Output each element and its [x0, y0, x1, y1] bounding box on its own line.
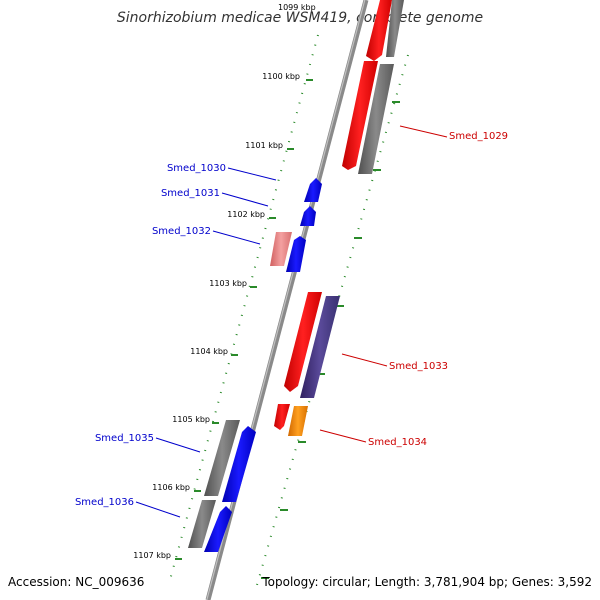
accession-text: Accession: NC_009636: [8, 575, 144, 589]
gene-feature-grey: [358, 64, 394, 174]
label-connector: [212, 230, 261, 245]
label-connector: [341, 353, 388, 367]
kbp-label: 1100 kbp: [262, 72, 300, 81]
label-connector: [221, 192, 269, 207]
outer-track-line: [169, 34, 319, 581]
label-connector: [319, 429, 367, 443]
gene-label-smed-1033[interactable]: Smed_1033: [389, 361, 448, 372]
gene-feature-grey: [188, 500, 216, 548]
label-connector: [227, 167, 277, 181]
label-connector: [135, 501, 181, 518]
gene-label-smed-1030[interactable]: Smed_1030: [167, 163, 226, 174]
gene-feature-orange: [288, 406, 308, 436]
kbp-ticks-inner: [261, 101, 400, 579]
kbp-label: 1102 kbp: [227, 210, 265, 219]
gene-label-smed-1035[interactable]: Smed_1035: [95, 433, 154, 444]
gene-feature-red: [274, 404, 290, 430]
label-connector: [155, 437, 201, 453]
kbp-ticks-outer: [175, 79, 313, 560]
forward-gene-labels: Smed_1030 Smed_1031 Smed_1032 Smed_1035 …: [75, 163, 277, 518]
gene-feature-red: [342, 61, 378, 170]
reverse-gene-labels: Smed_1029 Smed_1033 Smed_1034: [319, 125, 508, 448]
gene-label-smed-1031[interactable]: Smed_1031: [161, 188, 220, 199]
gene-feature-blue: [222, 426, 256, 502]
map-title: Sinorhizobium medicae WSM419, complete g…: [117, 10, 483, 26]
gene-feature-blue: [300, 206, 316, 226]
gene-feature-purple: [300, 296, 340, 398]
gene-label-smed-1036[interactable]: Smed_1036: [75, 497, 134, 508]
gene-feature-blue: [204, 506, 232, 552]
gene-feature-red: [366, 0, 392, 61]
gene-feature-blue: [286, 236, 306, 272]
gene-label-smed-1032[interactable]: Smed_1032: [152, 226, 211, 237]
kbp-labels: 1099 kbp 1100 kbp 1101 kbp 1102 kbp 1103…: [133, 3, 315, 560]
gene-label-smed-1029[interactable]: Smed_1029: [449, 131, 508, 142]
gene-label-smed-1034[interactable]: Smed_1034: [368, 437, 427, 448]
topology-text: Topology: circular; Length: 3,781,904 bp…: [261, 575, 592, 589]
gene-feature-grey: [386, 0, 404, 57]
label-connector: [399, 125, 448, 138]
kbp-label: 1099 kbp: [278, 3, 316, 12]
gene-features: [188, 0, 404, 552]
kbp-label: 1101 kbp: [245, 141, 283, 150]
kbp-label: 1103 kbp: [209, 279, 247, 288]
kbp-label: 1104 kbp: [190, 347, 228, 356]
kbp-label: 1105 kbp: [172, 415, 210, 424]
kbp-label: 1106 kbp: [152, 483, 190, 492]
gene-feature-red: [284, 292, 322, 392]
gene-feature-grey: [204, 420, 240, 496]
kbp-label: 1107 kbp: [133, 551, 171, 560]
gene-feature-pink: [270, 232, 292, 266]
gene-feature-blue: [304, 178, 322, 202]
